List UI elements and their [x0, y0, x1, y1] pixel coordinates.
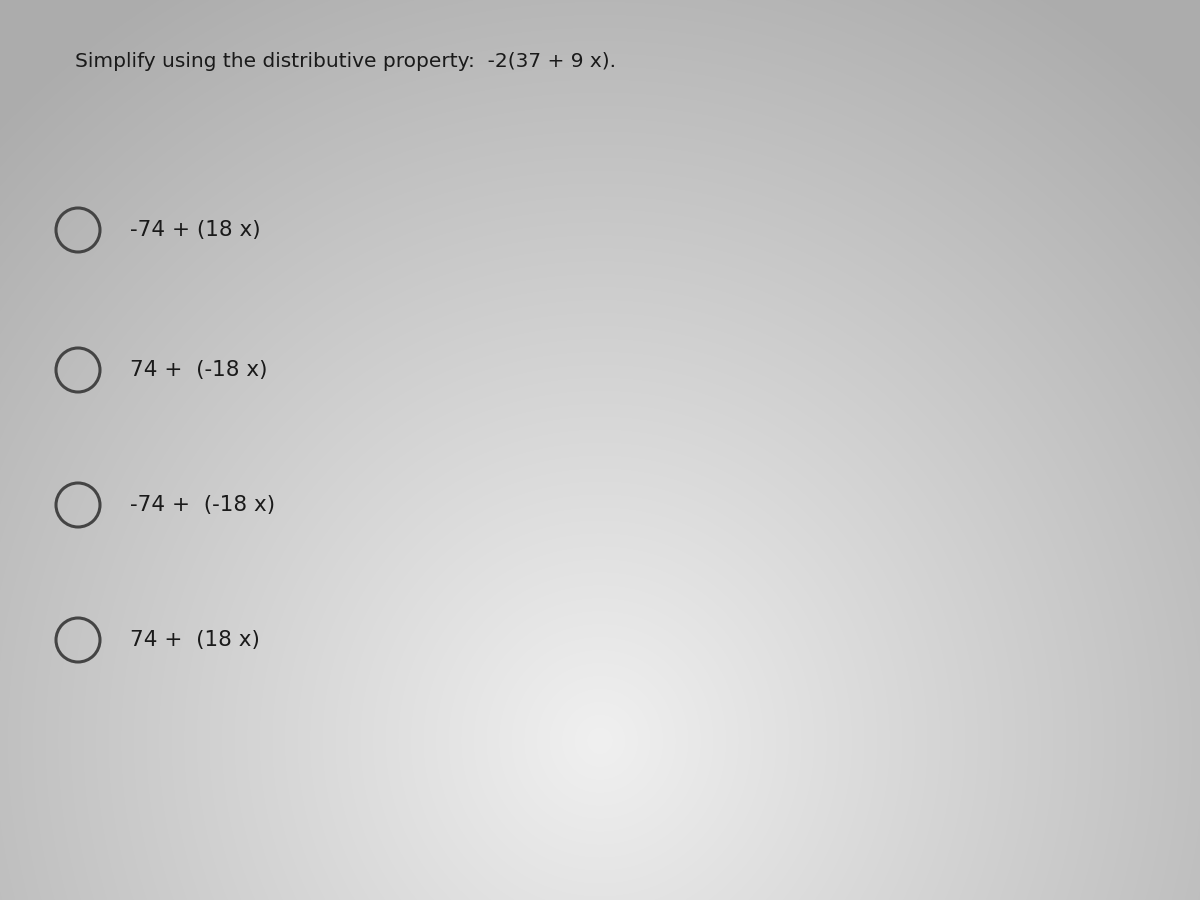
Text: -74 +  (-18 x): -74 + (-18 x) — [130, 495, 275, 515]
Text: Simplify using the distributive property:  -2(37 + 9 x).: Simplify using the distributive property… — [74, 52, 616, 71]
Text: -74 + (18 x): -74 + (18 x) — [130, 220, 260, 240]
Text: 74 +  (18 x): 74 + (18 x) — [130, 630, 260, 650]
Text: 74 +  (-18 x): 74 + (-18 x) — [130, 360, 268, 380]
